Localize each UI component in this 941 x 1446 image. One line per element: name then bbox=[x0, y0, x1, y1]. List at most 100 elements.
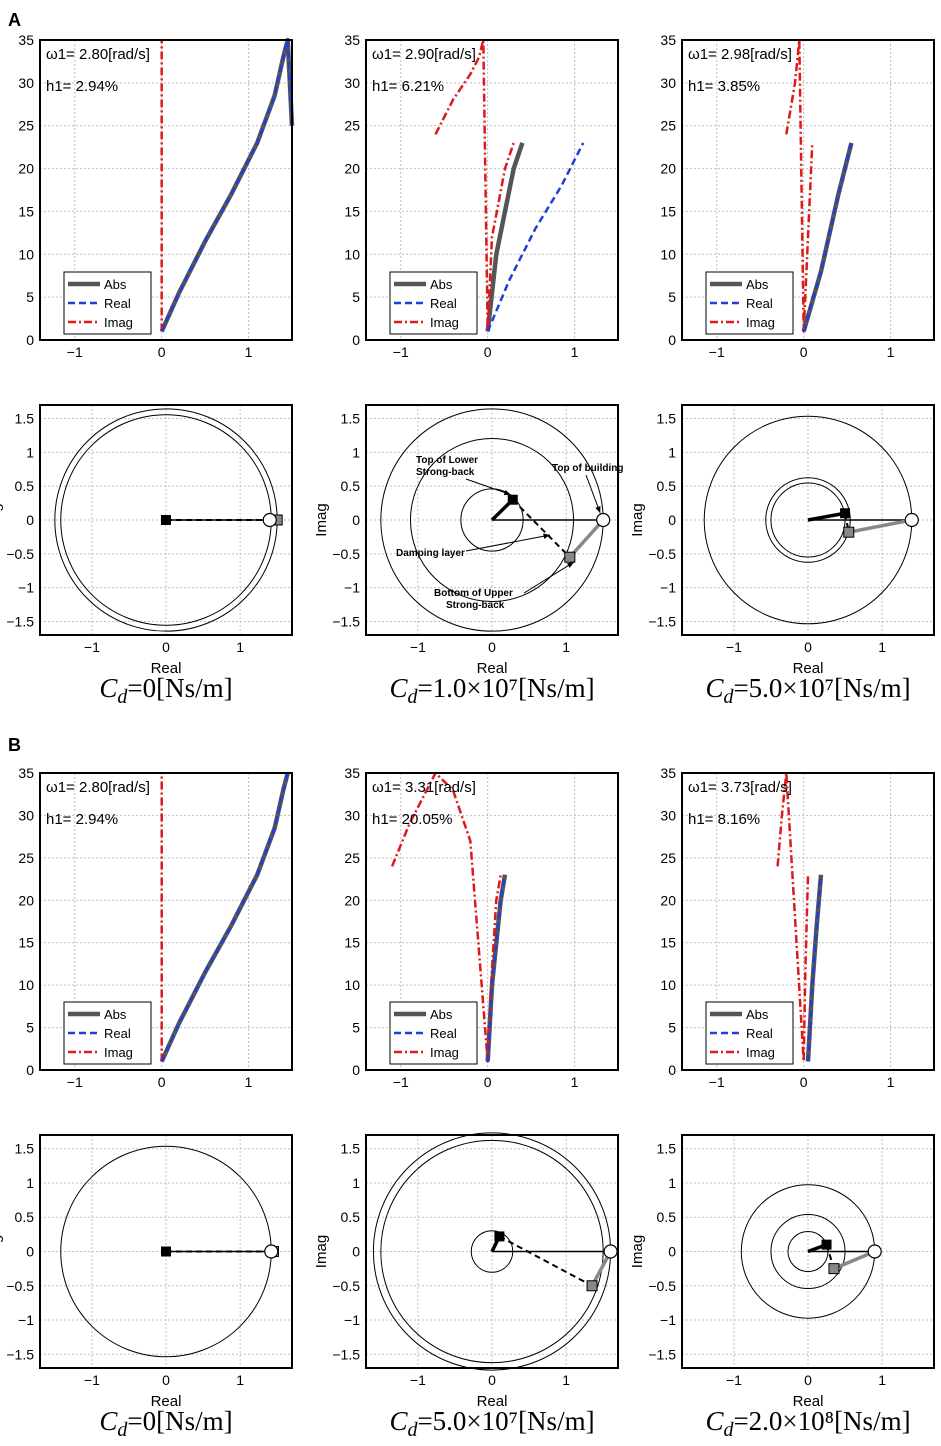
tick-label-y: 0 bbox=[352, 1062, 360, 1078]
tick-label-y: 35 bbox=[660, 32, 676, 48]
annotation-arrow bbox=[465, 534, 551, 552]
tick-label-y: 10 bbox=[344, 246, 360, 262]
tick-label-y: 20 bbox=[660, 892, 676, 908]
tick-label-y: 25 bbox=[344, 850, 360, 866]
caption-symbol: C bbox=[99, 673, 118, 703]
omega-label: ω1= 3.73[rad/s] bbox=[688, 779, 792, 796]
axis-title-y: Imag bbox=[0, 1235, 4, 1268]
tick-label-y: 20 bbox=[344, 161, 360, 177]
tick-label-y: −1.5 bbox=[6, 613, 34, 629]
tick-label-y: 10 bbox=[660, 977, 676, 993]
tick-label-y: 10 bbox=[344, 977, 360, 993]
marker-lower-strongback bbox=[161, 515, 171, 525]
tick-label-x: 0 bbox=[804, 1372, 812, 1388]
tick-label-y: 0 bbox=[352, 1244, 360, 1260]
tick-label-y: 0 bbox=[668, 1062, 676, 1078]
tick-label-y: 30 bbox=[344, 75, 360, 91]
legend-label-real: Real bbox=[104, 296, 131, 311]
tick-label-y: 30 bbox=[18, 75, 34, 91]
marker-upper-strongback bbox=[586, 1280, 598, 1292]
tick-label-y: 5 bbox=[26, 289, 34, 305]
tick-label-x: 0 bbox=[804, 639, 812, 655]
tick-label-y: 0 bbox=[26, 512, 34, 528]
marker-lower-strongback bbox=[840, 508, 851, 519]
plot-frame bbox=[681, 404, 935, 636]
annotation-label: Top of building bbox=[552, 463, 623, 474]
axis-title-y: Imag bbox=[629, 1235, 646, 1268]
caption-symbol: C bbox=[389, 673, 408, 703]
panel-label-b: B bbox=[8, 735, 21, 755]
plot-frame bbox=[39, 1134, 293, 1369]
tick-label-y: −1.5 bbox=[332, 613, 360, 629]
marker-top-building bbox=[262, 512, 277, 528]
tick-label-x: −1 bbox=[67, 344, 83, 360]
tick-label-y: 10 bbox=[18, 246, 34, 262]
tick-label-x: 1 bbox=[887, 344, 895, 360]
tick-label-y: 15 bbox=[18, 935, 34, 951]
tick-label-y: 35 bbox=[344, 32, 360, 48]
tick-label-x: −1 bbox=[84, 639, 100, 655]
legend-label-real: Real bbox=[430, 296, 457, 311]
annotation-label: Top of Lower bbox=[416, 455, 478, 466]
damping-ratio-label: h1= 2.94% bbox=[46, 811, 118, 828]
omega-label: ω1= 2.80[rad/s] bbox=[46, 46, 150, 63]
tick-label-x: 1 bbox=[562, 1372, 570, 1388]
tick-label-y: 25 bbox=[344, 118, 360, 134]
damping-caption: Cd=0[Ns/m] bbox=[99, 673, 232, 708]
omega-label: ω1= 2.98[rad/s] bbox=[688, 46, 792, 63]
plot-frame bbox=[681, 772, 935, 1071]
tick-label-y: 0 bbox=[26, 1244, 34, 1260]
annotation-label: Strong-back bbox=[416, 467, 475, 478]
plot-frame bbox=[365, 1134, 619, 1369]
tick-label-y: 1.5 bbox=[657, 1141, 677, 1157]
annotation-label: Bottom of Upper bbox=[434, 588, 513, 599]
marker-upper-strongback bbox=[843, 526, 855, 538]
tick-label-y: 20 bbox=[18, 161, 34, 177]
legend-label-imag: Imag bbox=[746, 315, 775, 330]
tick-label-y: 35 bbox=[344, 765, 360, 781]
tick-label-x: 1 bbox=[562, 639, 570, 655]
plot-frame bbox=[365, 772, 619, 1071]
chart-B-scatter-0: −1 0 1 −1.5 −1 −0.5 0 0.5 1 1.5 Real Imag Cd=0[Ns/m] bbox=[0, 1134, 293, 1441]
damping-caption: Cd=1.0×10⁷[Ns/m] bbox=[389, 673, 594, 708]
tick-label-y: 0 bbox=[352, 332, 360, 348]
series-line-real bbox=[802, 142, 853, 332]
tick-label-y: 30 bbox=[660, 75, 676, 91]
legend-label-abs: Abs bbox=[104, 277, 127, 292]
caption-subscript: d bbox=[723, 686, 734, 708]
legend-label-abs: Abs bbox=[746, 1007, 769, 1022]
tick-label-x: 0 bbox=[158, 1074, 166, 1090]
tick-label-x: −1 bbox=[393, 344, 409, 360]
tick-label-y: 0.5 bbox=[15, 1209, 35, 1225]
tick-label-x: −1 bbox=[410, 1372, 426, 1388]
tick-label-y: 0.5 bbox=[657, 1209, 677, 1225]
legend-label-imag: Imag bbox=[430, 1045, 459, 1060]
annotation-label: Strong-back bbox=[446, 600, 505, 611]
tick-label-y: −1.5 bbox=[6, 1346, 34, 1362]
series-line-real bbox=[160, 772, 289, 1063]
tick-label-x: 0 bbox=[488, 639, 496, 655]
series-line-real bbox=[486, 874, 507, 1062]
caption-value: =2.0×10⁸[Ns/m] bbox=[733, 1406, 910, 1436]
tick-label-y: 20 bbox=[660, 161, 676, 177]
tick-label-y: 35 bbox=[18, 32, 34, 48]
series-line-real bbox=[486, 142, 585, 332]
marker-top-building bbox=[867, 1244, 882, 1259]
damping-caption: Cd=5.0×10⁷[Ns/m] bbox=[705, 673, 910, 708]
tick-label-y: 30 bbox=[660, 807, 676, 823]
tick-label-y: 1 bbox=[352, 444, 360, 460]
marker-upper-strongback bbox=[564, 551, 576, 563]
tick-label-y: −0.5 bbox=[648, 546, 676, 562]
caption-subscript: d bbox=[723, 1419, 734, 1441]
caption-symbol: C bbox=[705, 673, 724, 703]
tick-label-x: 0 bbox=[162, 1372, 170, 1388]
mode-line-lower bbox=[807, 511, 846, 522]
caption-symbol: C bbox=[389, 1406, 408, 1436]
tick-label-y: 15 bbox=[344, 203, 360, 219]
legend-label-real: Real bbox=[104, 1026, 131, 1041]
tick-label-y: 5 bbox=[352, 1020, 360, 1036]
legend-label-real: Real bbox=[746, 1026, 773, 1041]
damping-ratio-label: h1= 8.16% bbox=[688, 811, 760, 828]
marker-top-building bbox=[603, 1244, 618, 1259]
